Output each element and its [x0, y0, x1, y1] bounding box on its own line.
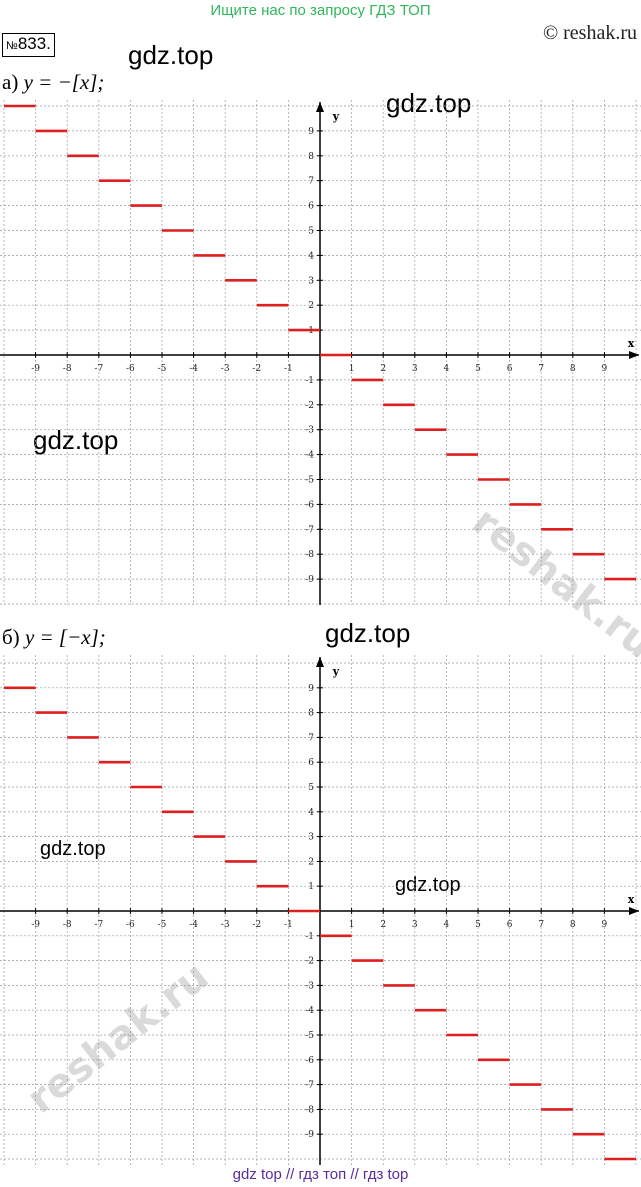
- top-banner[interactable]: Ищите нас по запросу ГДЗ ТОП: [210, 2, 431, 19]
- x-tick-label: -7: [94, 364, 103, 374]
- x-tick-label: 7: [538, 920, 544, 930]
- y-tick-label: -3: [305, 981, 314, 991]
- y-tick-label: 6: [308, 758, 314, 768]
- graph-a-prefix: а): [2, 70, 19, 94]
- y-tick-label: 7: [308, 177, 314, 187]
- y-tick-label: 5: [308, 783, 314, 793]
- chart-b: x y -9 -8 -7 -6 -5 -4 -3 -2 -1 1 2 3 4 5 6 7 8 9 9 8 7 6 5 4 3 2 1 -1…: [0, 655, 641, 1165]
- graph-a-label: а) y = −[x];: [2, 70, 104, 95]
- y-tick-label: -7: [305, 1081, 314, 1091]
- x-tick-label: 5: [475, 364, 481, 374]
- y-tick-label: -9: [305, 575, 314, 585]
- y-tick-label: 6: [308, 202, 314, 212]
- x-axis-arrow: [629, 907, 639, 915]
- y-tick-label: -8: [305, 550, 314, 560]
- y-tick-label: 5: [308, 227, 314, 237]
- y-tick-label: 8: [308, 152, 314, 162]
- footer-links[interactable]: gdz top // гдз топ // гдз top: [232, 1166, 409, 1183]
- y-tick-label: 3: [308, 276, 314, 286]
- y-tick-label: -2: [305, 401, 314, 411]
- y-tick-label: -5: [305, 476, 314, 486]
- copyright-text[interactable]: © reshak.ru: [542, 22, 637, 44]
- x-tick-label: 2: [380, 364, 386, 374]
- x-tick-label: 5: [475, 920, 481, 930]
- y-tick-label: 4: [308, 808, 314, 818]
- y-tick-label: -7: [305, 525, 314, 535]
- graph-b-formula: y = [−x];: [24, 625, 106, 649]
- y-tick-label: -6: [305, 1056, 314, 1066]
- x-tick-label: -4: [189, 920, 198, 930]
- y-tick-label: -4: [305, 451, 314, 461]
- watermark: gdz.top: [40, 838, 106, 860]
- x-tick-label: -2: [252, 364, 261, 374]
- x-tick-label: 3: [412, 364, 418, 374]
- y-axis-arrow: [316, 657, 324, 667]
- x-tick-label: -6: [126, 364, 135, 374]
- watermark: gdz.top: [325, 618, 411, 648]
- y-tick-label: -1: [305, 932, 314, 942]
- y-tick-label: -6: [305, 500, 314, 510]
- x-tick-label: -2: [252, 920, 261, 930]
- x-tick-label: -6: [126, 920, 135, 930]
- x-tick-label: -9: [31, 920, 40, 930]
- x-tick-label: -9: [31, 364, 40, 374]
- x-tick-label: 8: [570, 364, 576, 374]
- x-tick-label: -3: [221, 364, 230, 374]
- y-tick-label: 7: [308, 733, 314, 743]
- x-axis-label: x: [628, 337, 635, 350]
- graph-a-formula: y = −[x];: [23, 70, 105, 94]
- x-tick-label: 1: [349, 364, 355, 374]
- problem-number: №833.: [2, 33, 55, 57]
- y-tick-label: -2: [305, 957, 314, 967]
- y-tick-label: -5: [305, 1031, 314, 1041]
- y-axis-arrow: [316, 102, 324, 112]
- x-tick-label: -5: [158, 920, 167, 930]
- number-sign: №: [6, 40, 18, 52]
- x-tick-label: 9: [602, 364, 608, 374]
- x-tick-label: -1: [284, 920, 293, 930]
- x-tick-label: 6: [507, 920, 513, 930]
- y-tick-label: -1: [305, 376, 314, 386]
- x-tick-label: 6: [507, 364, 513, 374]
- x-tick-label: 8: [570, 920, 576, 930]
- y-tick-label: 3: [308, 833, 314, 843]
- y-tick-label: -9: [305, 1130, 314, 1140]
- x-tick-label: -4: [189, 364, 198, 374]
- x-tick-label: 4: [444, 920, 450, 930]
- x-axis-arrow: [629, 351, 639, 359]
- y-axis-label: y: [332, 665, 340, 678]
- chart-a: xy-9-8-7-6-5-4-3-2-1123456789987654321-1…: [0, 100, 641, 605]
- y-tick-label: 9: [308, 684, 314, 694]
- y-tick-label: 8: [308, 709, 314, 719]
- x-tick-label: 3: [412, 920, 418, 930]
- y-tick-label: 1: [308, 882, 314, 892]
- x-tick-label: -7: [94, 920, 103, 930]
- x-tick-label: 7: [538, 364, 544, 374]
- y-tick-label: -3: [305, 426, 314, 436]
- x-tick-label: 9: [602, 920, 608, 930]
- x-tick-label: -3: [221, 920, 230, 930]
- graph-b-prefix: б): [2, 625, 20, 649]
- x-tick-label: -5: [158, 364, 167, 374]
- y-tick-label: 4: [308, 251, 314, 261]
- watermark: gdz.top: [395, 874, 461, 896]
- watermark: gdz.top: [128, 40, 214, 70]
- x-tick-label: -8: [63, 364, 72, 374]
- x-tick-label: 1: [349, 920, 355, 930]
- problem-number-value: 833.: [17, 34, 51, 53]
- x-tick-label: 2: [380, 920, 386, 930]
- x-axis-label: x: [628, 893, 635, 906]
- y-tick-label: -4: [305, 1006, 314, 1016]
- x-tick-label: -1: [284, 364, 293, 374]
- y-axis-label: y: [332, 110, 340, 123]
- watermark: gdz.top: [386, 88, 472, 118]
- x-tick-label: 4: [444, 364, 450, 374]
- y-tick-label: -8: [305, 1105, 314, 1115]
- y-tick-label: 2: [308, 301, 314, 311]
- x-tick-label: -8: [63, 920, 72, 930]
- graph-b-label: б) y = [−x];: [2, 625, 106, 650]
- y-tick-label: 2: [308, 857, 314, 867]
- y-tick-label: 9: [308, 127, 314, 137]
